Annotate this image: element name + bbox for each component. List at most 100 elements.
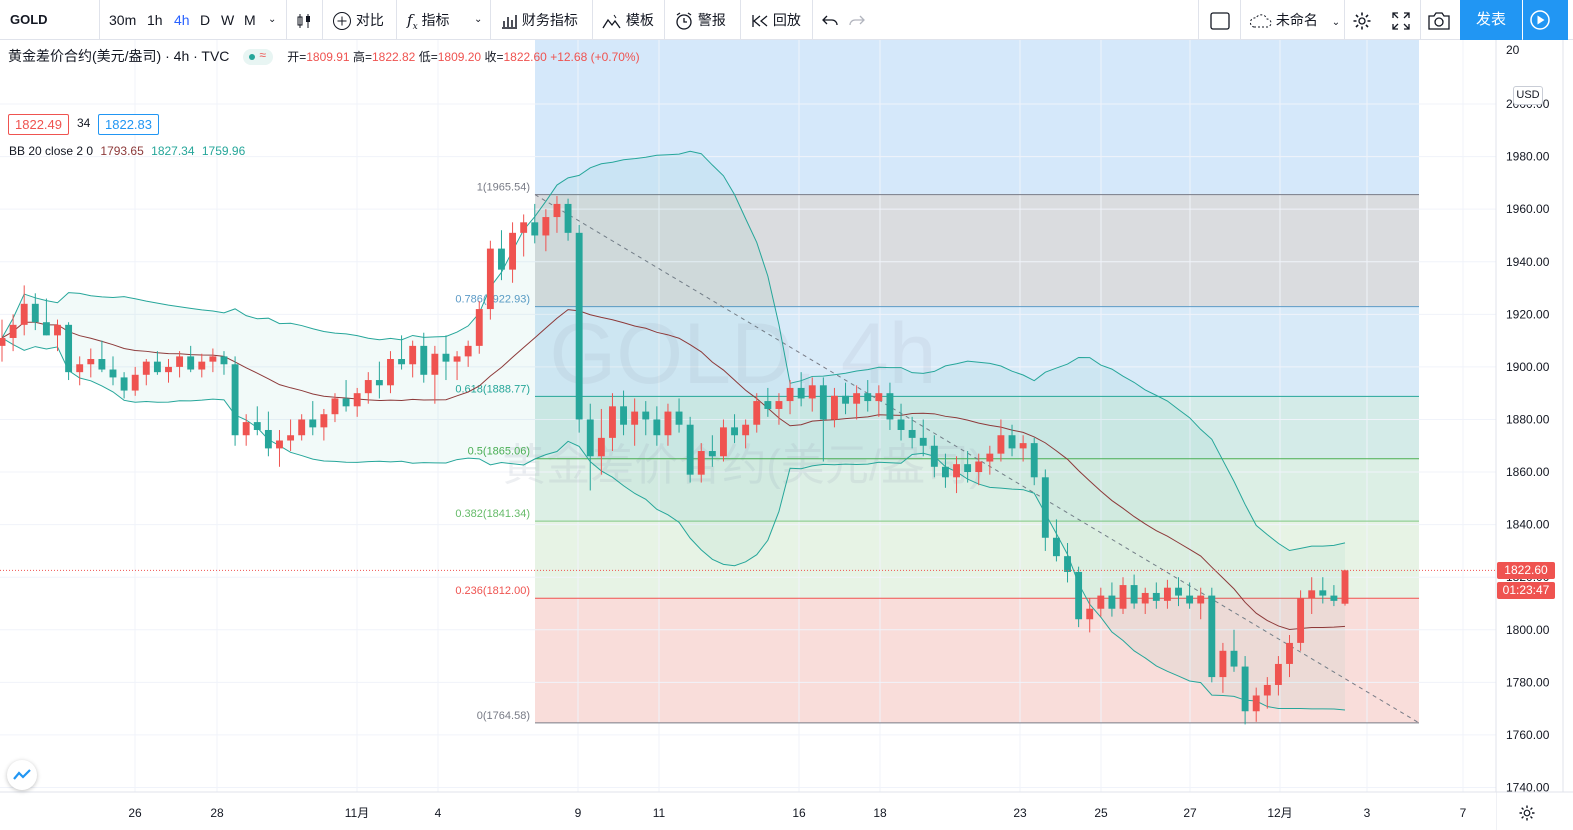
price-axis-label: 1780.00 bbox=[1506, 675, 1550, 689]
compare-button[interactable]: 对比 bbox=[332, 0, 384, 40]
symbol-search[interactable]: GOLD bbox=[10, 12, 48, 27]
candle-body bbox=[198, 361, 206, 370]
candle-body bbox=[1197, 595, 1205, 604]
candle bbox=[897, 403, 905, 441]
close-key: 收= bbox=[484, 50, 504, 64]
candle-body bbox=[486, 248, 494, 310]
tradingview-logo[interactable] bbox=[7, 760, 37, 790]
time-axis-label: 12月 bbox=[1267, 806, 1292, 820]
candle-body bbox=[853, 393, 861, 404]
candle bbox=[464, 340, 472, 367]
top-toolbar: GOLD 30m 1h 4h D W M ⌄ 对比 fx 指标 ⌄ 财务指标 模… bbox=[0, 0, 1573, 40]
interval-1h[interactable]: 1h bbox=[147, 12, 163, 28]
candle bbox=[553, 196, 561, 233]
watermark-symbol: GOLD, 4h bbox=[549, 306, 936, 402]
indicators-button[interactable]: fx 指标 bbox=[407, 0, 450, 40]
candle bbox=[142, 359, 150, 386]
settings-button[interactable] bbox=[1352, 0, 1372, 40]
candle-body bbox=[1008, 435, 1016, 449]
financials-button[interactable]: 财务指标 bbox=[500, 0, 578, 40]
candle-body bbox=[276, 440, 283, 449]
fib-zone bbox=[535, 194, 1419, 307]
chart-style-candles-icon[interactable] bbox=[295, 0, 313, 40]
interval-w[interactable]: W bbox=[221, 12, 235, 28]
fib-level-label: 0.236(1812.00) bbox=[455, 585, 530, 597]
undo-button[interactable] bbox=[822, 0, 838, 40]
templates-button[interactable]: 模板 bbox=[602, 0, 654, 40]
spread-value: 34 bbox=[77, 116, 91, 130]
replay-button[interactable]: 回放 bbox=[751, 0, 801, 40]
fib-level-label: 1(1965.54) bbox=[477, 182, 530, 194]
candle-body bbox=[287, 435, 295, 441]
interval-m[interactable]: M bbox=[244, 12, 256, 28]
candle-body bbox=[153, 361, 161, 373]
candle-body bbox=[1263, 684, 1271, 696]
publish-button[interactable]: 发表 bbox=[1460, 0, 1522, 40]
candle bbox=[753, 393, 761, 433]
price-axis-label: 1800.00 bbox=[1506, 623, 1550, 637]
time-axis-settings-button[interactable] bbox=[1518, 804, 1536, 827]
candle-body bbox=[886, 393, 894, 420]
bid-price[interactable]: 1822.49 bbox=[8, 114, 69, 135]
snapshot-button[interactable] bbox=[1428, 0, 1450, 40]
candle bbox=[742, 419, 750, 449]
ohlc-values: 开=1809.91 高=1822.82 低=1809.20 收=1822.60 … bbox=[287, 50, 639, 64]
candle-body bbox=[31, 303, 39, 323]
interval-d[interactable]: D bbox=[200, 12, 211, 28]
candle bbox=[209, 348, 217, 373]
expand-button[interactable] bbox=[1392, 0, 1410, 40]
candle-body bbox=[819, 385, 827, 420]
indicators-chevron-icon[interactable]: ⌄ bbox=[474, 14, 483, 25]
candle bbox=[31, 293, 39, 331]
candle bbox=[9, 314, 17, 352]
candle bbox=[919, 419, 927, 457]
time-axis-label: 9 bbox=[575, 806, 582, 820]
high-value: 1822.82 bbox=[371, 50, 416, 64]
candle bbox=[1263, 677, 1271, 709]
interval-30m[interactable]: 30m bbox=[109, 12, 137, 28]
time-axis-label: 4 bbox=[435, 806, 442, 820]
play-button[interactable] bbox=[1523, 0, 1568, 40]
divider bbox=[740, 0, 741, 40]
candle-body bbox=[842, 395, 849, 404]
symbol-legend[interactable]: 黄金差价合约(美元/盎司) · 4h · TVC ≈ 开=1809.91 高=1… bbox=[8, 46, 640, 66]
play-icon bbox=[1530, 10, 1550, 30]
bb-legend[interactable]: BB 20 close 2 0 1793.65 1827.34 1759.96 bbox=[9, 144, 245, 158]
candle-body bbox=[686, 424, 694, 475]
candle-body bbox=[242, 422, 250, 436]
divider bbox=[1420, 0, 1421, 40]
fullscreen-toggle[interactable] bbox=[1210, 0, 1230, 40]
interval-dropdown-chevron-icon[interactable]: ⌄ bbox=[268, 14, 277, 25]
candle-body bbox=[320, 414, 328, 428]
candle bbox=[631, 398, 639, 446]
redo-button[interactable] bbox=[849, 0, 865, 40]
divider bbox=[396, 0, 397, 40]
candle bbox=[353, 387, 361, 417]
candle-body bbox=[1252, 695, 1260, 712]
divider bbox=[592, 0, 593, 40]
candle bbox=[331, 393, 339, 423]
candle-body bbox=[509, 232, 517, 270]
candle-body bbox=[220, 356, 228, 365]
chart-area[interactable]: GOLD, 4h 黄金差价合约(美元/盎司) 1(1965.54)0.786(1… bbox=[0, 40, 1573, 830]
candle-body bbox=[1030, 443, 1038, 478]
interval-4h[interactable]: 4h bbox=[174, 12, 190, 28]
layout-menu[interactable]: 未命名 ⌄ bbox=[1248, 0, 1340, 40]
market-status-dot: ≈ bbox=[243, 48, 274, 66]
candle-body bbox=[1108, 595, 1116, 609]
candle-body bbox=[1041, 477, 1049, 538]
candle-body bbox=[953, 464, 960, 478]
chart-canvas[interactable]: GOLD, 4h 黄金差价合约(美元/盎司) 1(1965.54)0.786(1… bbox=[0, 40, 1573, 830]
candle-body bbox=[1130, 585, 1138, 604]
candle bbox=[1286, 635, 1293, 678]
ask-price[interactable]: 1822.83 bbox=[98, 114, 159, 135]
fib-level-label: 0.5(1865.06) bbox=[468, 446, 530, 458]
candle-body bbox=[353, 393, 361, 407]
currency-badge[interactable]: USD bbox=[1513, 86, 1543, 105]
candle bbox=[409, 340, 417, 378]
alert-button[interactable]: 警报 bbox=[674, 0, 726, 40]
candle-body bbox=[1064, 556, 1071, 572]
bb-label: BB 20 close 2 0 bbox=[9, 144, 94, 158]
time-axis-label: 16 bbox=[792, 806, 806, 820]
candle bbox=[642, 401, 650, 436]
